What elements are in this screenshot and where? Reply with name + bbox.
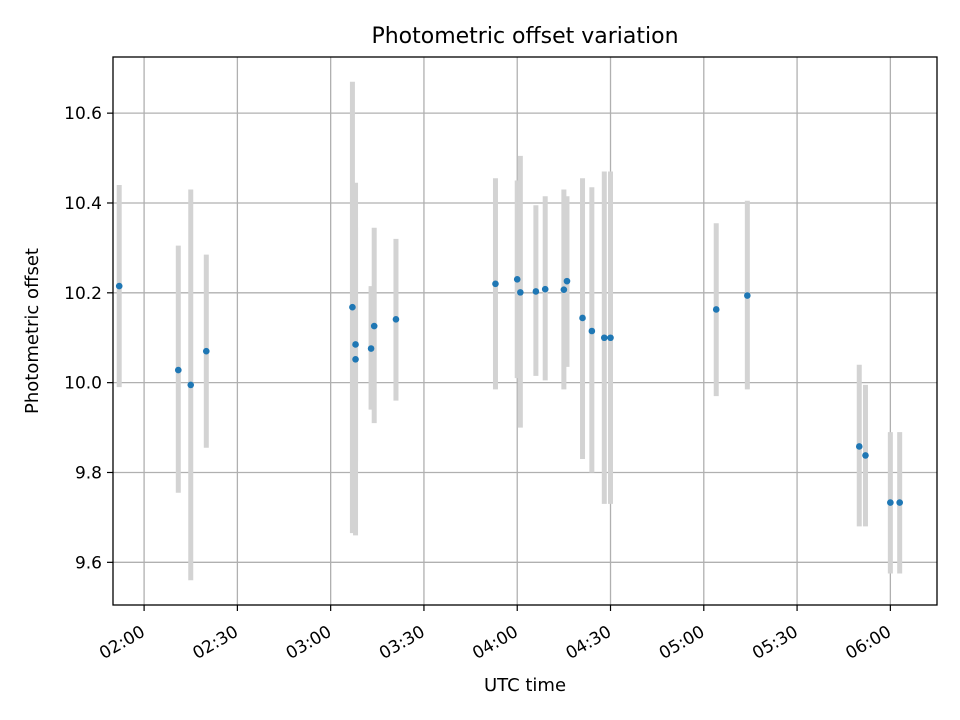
data-point: [202, 347, 210, 355]
y-tick-label: 10.0: [64, 374, 102, 394]
data-point: [187, 381, 195, 389]
data-point: [174, 366, 182, 374]
grid: [113, 57, 937, 605]
data-point: [392, 316, 400, 323]
data-point: [600, 334, 608, 342]
data-point: [492, 280, 499, 288]
data-point: [532, 288, 540, 295]
y-tick-label: 10.6: [64, 104, 102, 124]
data-point: [712, 306, 720, 313]
data-point: [367, 345, 375, 352]
data-point: [579, 314, 586, 322]
data-point: [370, 322, 378, 330]
data-point: [541, 285, 549, 293]
data-point: [352, 341, 359, 348]
data-point: [517, 289, 524, 296]
data-point: [896, 499, 903, 506]
x-axis-label: UTC time: [484, 675, 566, 696]
data-point: [588, 327, 596, 335]
y-axis-label: Photometric offset: [22, 248, 43, 414]
y-tick-label: 10.4: [64, 194, 102, 214]
data-point: [115, 282, 123, 290]
data-point: [607, 334, 614, 342]
data-point: [887, 499, 894, 506]
data-point: [560, 286, 568, 293]
y-tick-label: 9.6: [75, 553, 102, 573]
y-tick-label: 9.8: [75, 463, 102, 483]
data-points: [115, 276, 903, 506]
data-point: [352, 355, 359, 363]
data-point: [349, 303, 356, 311]
y-tick-label: 10.2: [64, 284, 102, 304]
data-point: [855, 443, 863, 450]
plot-frame: [112, 56, 938, 606]
data-point: [862, 452, 869, 459]
y-axis: 9.6 9.8 10.0 10.2 10.4 10.6: [64, 104, 113, 573]
chart-title: Photometric offset variation: [371, 24, 678, 49]
data-point: [744, 292, 751, 299]
data-point: [563, 277, 571, 285]
data-point: [513, 276, 521, 283]
